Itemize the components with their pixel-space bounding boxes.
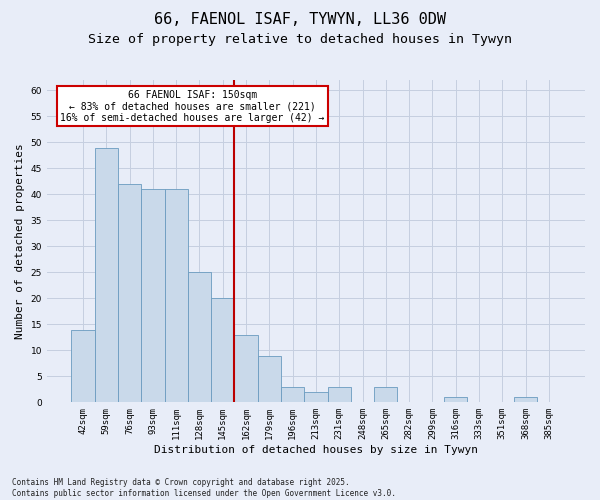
Bar bbox=[141, 189, 164, 402]
Bar bbox=[95, 148, 118, 402]
Bar bbox=[164, 189, 188, 402]
Bar bbox=[328, 386, 351, 402]
Text: Contains HM Land Registry data © Crown copyright and database right 2025.
Contai: Contains HM Land Registry data © Crown c… bbox=[12, 478, 396, 498]
Bar bbox=[211, 298, 235, 403]
Bar bbox=[281, 386, 304, 402]
Bar bbox=[71, 330, 95, 402]
Bar bbox=[514, 397, 537, 402]
Bar bbox=[258, 356, 281, 403]
Text: 66, FAENOL ISAF, TYWYN, LL36 0DW: 66, FAENOL ISAF, TYWYN, LL36 0DW bbox=[154, 12, 446, 28]
Bar bbox=[444, 397, 467, 402]
Bar bbox=[374, 386, 397, 402]
Bar bbox=[188, 272, 211, 402]
Bar bbox=[118, 184, 141, 402]
X-axis label: Distribution of detached houses by size in Tywyn: Distribution of detached houses by size … bbox=[154, 445, 478, 455]
Y-axis label: Number of detached properties: Number of detached properties bbox=[15, 144, 25, 339]
Text: 66 FAENOL ISAF: 150sqm
← 83% of detached houses are smaller (221)
16% of semi-de: 66 FAENOL ISAF: 150sqm ← 83% of detached… bbox=[60, 90, 325, 123]
Text: Size of property relative to detached houses in Tywyn: Size of property relative to detached ho… bbox=[88, 32, 512, 46]
Bar bbox=[304, 392, 328, 402]
Bar bbox=[235, 334, 258, 402]
